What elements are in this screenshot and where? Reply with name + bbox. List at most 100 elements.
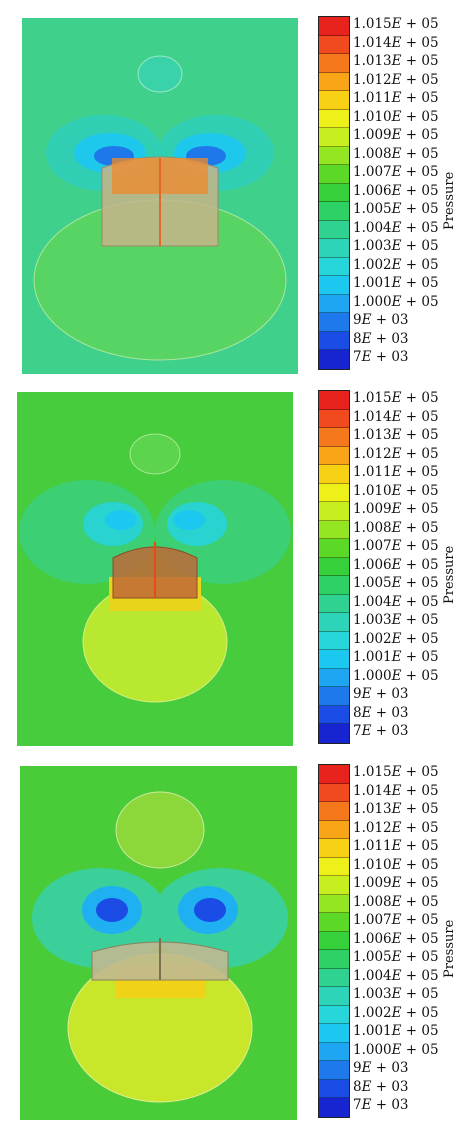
legend-label-exponent: + 05: [401, 838, 439, 854]
legend-label-mantissa: 1.008: [353, 893, 392, 910]
legend-label: 1.007E + 05: [353, 912, 439, 928]
legend-label: 1.000E + 05: [353, 293, 439, 310]
legend-swatch: [319, 820, 349, 839]
legend-label-mantissa: 1.008: [353, 145, 392, 162]
legend-swatch: [319, 539, 349, 558]
legend-label-e: E: [391, 293, 402, 310]
legend-swatch: [319, 705, 349, 724]
legend-swatch: [319, 257, 349, 276]
legend-label: 1.013E + 05: [353, 801, 439, 817]
pressure-panel-1: 1.015E + 05 1.014E + 05 1.013E + 05 1.012E …: [0, 0, 474, 374]
legend-label-mantissa: 1.000: [353, 667, 392, 684]
legend-label-exponent: + 05: [401, 16, 439, 32]
legend-swatch: [319, 913, 349, 932]
legend-label-exponent: + 05: [401, 575, 439, 591]
legend-label-e: E: [391, 408, 402, 425]
legend-label-mantissa: 1.014: [353, 34, 392, 51]
pressure-axis-title-1: Pressure: [442, 171, 457, 230]
legend-label: 1.002E + 05: [353, 256, 439, 273]
legend-label-exponent: + 05: [401, 71, 439, 88]
legend-label-e: E: [391, 501, 402, 517]
legend-label-exponent: + 05: [401, 219, 439, 236]
legend-label-e: E: [391, 464, 402, 480]
legend-label-exponent: + 05: [401, 782, 439, 799]
legend-label: 9E + 03: [353, 686, 409, 702]
legend-label-mantissa: 1.009: [353, 127, 392, 143]
legend-label-e: E: [391, 53, 402, 69]
legend-swatch: [319, 146, 349, 165]
legend-label: 1.013E + 05: [353, 53, 439, 69]
legend-label: 1.008E + 05: [353, 145, 439, 162]
legend-label-e: E: [391, 593, 402, 610]
legend-label-e: E: [391, 556, 402, 573]
legend-label: 1.009E + 05: [353, 876, 439, 891]
legend-label-e: E: [361, 704, 372, 721]
legend-label-e: E: [391, 912, 402, 928]
legend-swatch: [319, 409, 349, 428]
legend-label: 1.004E + 05: [353, 593, 439, 610]
legend-label-e: E: [391, 427, 402, 443]
legend-label: 1.001E + 05: [353, 275, 439, 291]
legend-label-e: E: [391, 1004, 402, 1021]
legend-label-e: E: [391, 782, 402, 799]
legend-label-e: E: [361, 330, 372, 347]
legend-label-mantissa: 1.010: [353, 856, 392, 873]
legend-label-exponent: + 03: [371, 312, 409, 328]
legend-label: 1.015E + 05: [353, 16, 439, 32]
legend-label-mantissa: 1.015: [353, 16, 392, 32]
legend-label-e: E: [391, 445, 402, 462]
legend-swatch: [319, 428, 349, 447]
legend-label-exponent: + 05: [401, 482, 439, 499]
legend-label-exponent: + 05: [401, 667, 439, 684]
legend-label-e: E: [391, 1023, 402, 1039]
legend-swatch: [319, 72, 349, 91]
legend-label-exponent: + 03: [371, 686, 409, 702]
legend-label: 8E + 03: [353, 1080, 409, 1095]
legend-label-e: E: [391, 967, 402, 984]
legend-label: 1.003E + 05: [353, 613, 439, 628]
legend-label-e: E: [391, 630, 402, 647]
legend-label-mantissa: 1.004: [353, 593, 392, 610]
legend-label-mantissa: 1.011: [353, 838, 392, 854]
legend-label-e: E: [391, 930, 402, 947]
legend-label-e: E: [391, 801, 402, 817]
legend-label-mantissa: 1.001: [353, 275, 392, 291]
legend-label-exponent: + 05: [401, 949, 439, 965]
legend-swatch: [319, 802, 349, 821]
legend-label: 8E + 03: [353, 330, 409, 347]
legend-label-exponent: + 03: [371, 704, 409, 721]
legend-label-mantissa: 1.005: [353, 575, 392, 591]
legend-label-mantissa: 1.010: [353, 108, 392, 125]
legend-label-exponent: + 05: [401, 649, 439, 665]
legend-label: 1.010E + 05: [353, 482, 439, 499]
legend-label-mantissa: 1.015: [353, 390, 392, 406]
pressure-legend-bar-2: [318, 390, 350, 744]
legend-swatch: [319, 668, 349, 687]
legend-label: 1.005E + 05: [353, 949, 439, 965]
legend-label-mantissa: 1.007: [353, 912, 392, 928]
legend-label-exponent: + 05: [401, 593, 439, 610]
legend-label-mantissa: 1.005: [353, 949, 392, 965]
legend-swatch: [319, 350, 349, 369]
legend-label: 9E + 03: [353, 312, 409, 328]
legend-label-exponent: + 05: [401, 53, 439, 69]
pressure-legend-bar-3: [318, 764, 350, 1118]
legend-label: 1.008E + 05: [353, 521, 439, 536]
legend-label-exponent: + 05: [401, 630, 439, 647]
legend-label: 1.001E + 05: [353, 649, 439, 665]
legend-label: 1.009E + 05: [353, 501, 439, 517]
legend-label-e: E: [391, 538, 402, 554]
legend-label-exponent: + 03: [371, 723, 409, 739]
low-pressure-core-right: [194, 898, 226, 922]
legend-label-exponent: + 05: [401, 538, 439, 554]
legend-label-exponent: + 05: [401, 445, 439, 462]
legend-label-e: E: [391, 256, 402, 273]
legend-label-mantissa: 9: [353, 1060, 362, 1076]
legend-label-e: E: [391, 949, 402, 965]
legend-label: 8E + 03: [353, 704, 409, 721]
legend-swatch: [319, 17, 349, 36]
legend-label-mantissa: 1.001: [353, 649, 392, 665]
legend-label-e: E: [391, 390, 402, 406]
legend-label-exponent: + 05: [401, 127, 439, 143]
legend-label-mantissa: 1.012: [353, 445, 392, 462]
